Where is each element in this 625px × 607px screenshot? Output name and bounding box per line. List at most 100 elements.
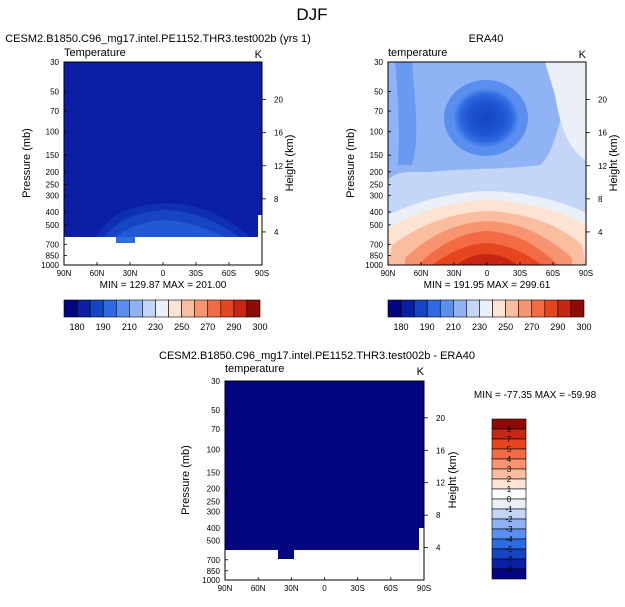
missing-data-region	[64, 215, 262, 265]
y-tick-label: 300	[207, 508, 221, 517]
colorbar-swatch	[531, 299, 546, 318]
x-tick-label: 0	[485, 269, 490, 278]
colorbar-label: 300	[252, 322, 267, 332]
colorbar-label: 2	[507, 475, 512, 484]
y-tick-label: 400	[370, 208, 384, 217]
colorbar-label: 180	[70, 322, 85, 332]
missing-data-region	[225, 528, 424, 580]
y-tick-label: 1000	[365, 261, 383, 270]
colorbar-label: 0	[507, 495, 512, 504]
colorbar-swatch	[194, 299, 209, 318]
colorbar-label: 290	[226, 322, 241, 332]
colorbar-label: 4	[507, 455, 512, 464]
panel-variable-label: temperature	[225, 363, 284, 375]
height-tick-label: 16	[274, 129, 283, 138]
colorbar-label: -9	[505, 565, 513, 574]
y-tick-label: 150	[370, 151, 384, 160]
colorbar-swatch	[233, 299, 248, 318]
height-tick-label: 20	[598, 96, 607, 105]
colorbar-swatch	[155, 299, 169, 318]
height-tick-label: 4	[274, 228, 279, 237]
x-tick-label: 0	[322, 584, 327, 593]
colorbar-swatch	[557, 299, 572, 318]
y-tick-label: 700	[207, 556, 221, 565]
contour-fill-warm-6	[456, 254, 518, 265]
colorbar-label: 190	[420, 322, 435, 332]
y-tick-label: 30	[50, 58, 59, 67]
x-tick-label: 90N	[218, 584, 233, 593]
colorbar-label: 9	[507, 425, 512, 434]
colorbar: 180 190 210 230 250 270 290 300	[63, 299, 268, 332]
panel-units-label: K	[255, 49, 263, 61]
colorbar-label: -1	[505, 505, 513, 514]
colorbar-label: 190	[96, 322, 111, 332]
colorbar-label: -2	[505, 515, 513, 524]
height-tick-labels: 20 16 12 8 4	[262, 96, 283, 237]
difference-panel: CESM2.B1850.C96_mg17.intel.PE1152.THR3.t…	[159, 350, 597, 593]
colorbar-label: 270	[524, 322, 539, 332]
y-tick-label: 500	[46, 221, 60, 230]
colorbar-swatch	[492, 299, 506, 318]
colorbar-swatch	[426, 299, 441, 318]
plot-area	[224, 380, 425, 581]
y-tick-label: 850	[370, 252, 384, 261]
x-tick-label: 90S	[255, 269, 269, 278]
y-tick-label: 250	[207, 497, 221, 506]
y-axis-label: Pressure (mb)	[180, 445, 192, 515]
colorbar-swatch	[115, 299, 130, 318]
colorbar-label: -4	[505, 535, 513, 544]
colorbar-label: 290	[550, 322, 565, 332]
plot-area	[63, 61, 263, 266]
x-tick-label: 30N	[284, 584, 299, 593]
y-tick-label: 70	[50, 107, 59, 116]
x-tick-labels: 90N 60N 30N 0 30S 60S 90S	[218, 577, 431, 593]
y-tick-label: 200	[46, 168, 60, 177]
colorbar-label: 210	[122, 322, 137, 332]
y-tick-label: 50	[374, 88, 383, 97]
colorbar-swatch	[129, 299, 143, 318]
x-tick-label: 90S	[579, 269, 593, 278]
x-tick-label: 0	[161, 269, 166, 278]
x-tick-label: 30N	[447, 269, 462, 278]
x-tick-label: 30S	[513, 269, 527, 278]
colorbar-label: 230	[472, 322, 487, 332]
y-tick-label: 300	[46, 191, 60, 200]
cold-core	[453, 88, 519, 148]
panel-units-label: K	[417, 366, 425, 378]
contour-fill-upper-pale	[545, 62, 586, 160]
x-tick-label: 60N	[90, 269, 105, 278]
colorbar-swatch	[181, 299, 195, 318]
x-tick-labels: 90N 60N 30N 0 30S 60S 90S	[57, 262, 269, 278]
colorbar-label: 210	[446, 322, 461, 332]
colorbar-swatch	[453, 299, 467, 318]
x-tick-label: 30N	[123, 269, 138, 278]
x-tick-label: 60S	[384, 584, 398, 593]
colorbar-swatch	[544, 299, 559, 318]
x-tick-label: 90N	[381, 269, 396, 278]
height-axis-label: Height (km)	[284, 135, 296, 192]
colorbar-swatch	[387, 299, 402, 318]
colorbar-swatch	[479, 299, 493, 318]
height-tick-label: 8	[436, 511, 441, 520]
colorbar-label: 270	[200, 322, 215, 332]
colorbar-swatch	[518, 299, 533, 318]
y-tick-label: 500	[207, 537, 221, 546]
y-tick-label: 400	[207, 524, 221, 533]
y-tick-label: 850	[207, 567, 221, 576]
colorbar-swatch	[439, 299, 454, 318]
colorbar-label: 230	[148, 322, 163, 332]
colorbar-swatch	[220, 299, 235, 318]
panel-title: CESM2.B1850.C96_mg17.intel.PE1152.THR3.t…	[159, 350, 475, 362]
colorbar-swatch	[76, 299, 91, 318]
height-tick-label: 16	[436, 446, 445, 455]
colorbar-swatch	[466, 299, 480, 318]
y-tick-label: 70	[211, 425, 220, 434]
colorbar-swatch	[570, 299, 585, 318]
reference-panel: ERA40 temperature K 30507010015020025030…	[345, 33, 620, 332]
colorbar-swatch	[168, 299, 182, 318]
height-tick-label: 4	[436, 544, 441, 553]
colorbar-swatch	[102, 299, 117, 318]
colorbar-label: -3	[505, 525, 513, 534]
